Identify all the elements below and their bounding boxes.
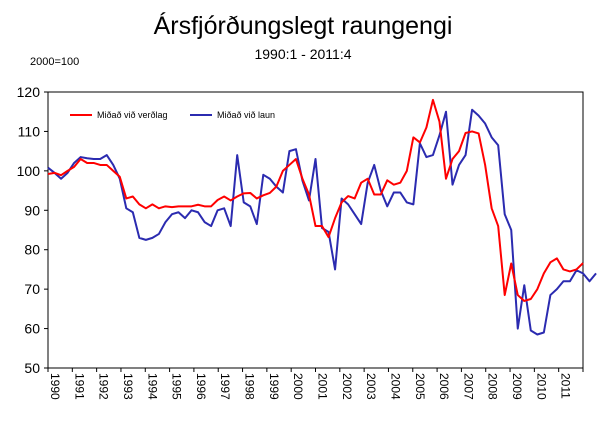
y-tick-label: 120 [17, 84, 41, 100]
y-unit-label: 2000=100 [30, 56, 80, 68]
chart-subtitle: 1990:1 - 2011:4 [254, 46, 352, 62]
x-tick-label: 1995 [170, 373, 184, 400]
x-tick-label: 1992 [97, 373, 111, 400]
legend-label: Miðað við verðlag [97, 110, 168, 120]
x-tick-label: 2004 [388, 373, 402, 400]
x-tick-label: 2011 [559, 373, 573, 399]
y-tick-label: 50 [24, 360, 40, 376]
y-tick-label: 100 [17, 163, 41, 179]
x-tick-label: 2008 [486, 373, 500, 400]
y-tick-label: 70 [24, 281, 40, 297]
x-tick-label: 2006 [437, 373, 451, 400]
legend-label: Miðað við laun [217, 110, 275, 120]
x-tick-label: 2007 [461, 373, 475, 400]
y-tick-label: 80 [24, 242, 40, 258]
x-tick-label: 1990 [48, 373, 62, 400]
y-tick-label: 60 [24, 321, 40, 337]
x-tick-label: 2010 [534, 373, 548, 400]
series-line-laun [47, 108, 597, 336]
y-tick-label: 90 [24, 202, 40, 218]
x-tick-label: 1993 [121, 373, 135, 400]
x-tick-label: 1996 [194, 373, 208, 400]
x-tick-label: 2002 [340, 373, 354, 400]
x-tick-label: 2005 [413, 373, 427, 400]
x-tick-label: 2001 [316, 373, 330, 400]
x-tick-label: 1999 [267, 373, 281, 400]
series-line-verdlag [47, 98, 584, 302]
x-tick-label: 1994 [145, 373, 159, 400]
x-tick-label: 1998 [243, 373, 257, 400]
x-tick-label: 2003 [364, 373, 378, 400]
x-tick-label: 1991 [72, 373, 86, 400]
y-tick-label: 110 [18, 123, 41, 139]
x-tick-label: 2009 [510, 373, 524, 400]
x-tick-label: 2000 [291, 373, 305, 400]
chart-title: Ársfjórðungslegt raungengi [153, 12, 453, 40]
x-tick-label: 1997 [218, 373, 232, 400]
plot-area [47, 91, 584, 369]
